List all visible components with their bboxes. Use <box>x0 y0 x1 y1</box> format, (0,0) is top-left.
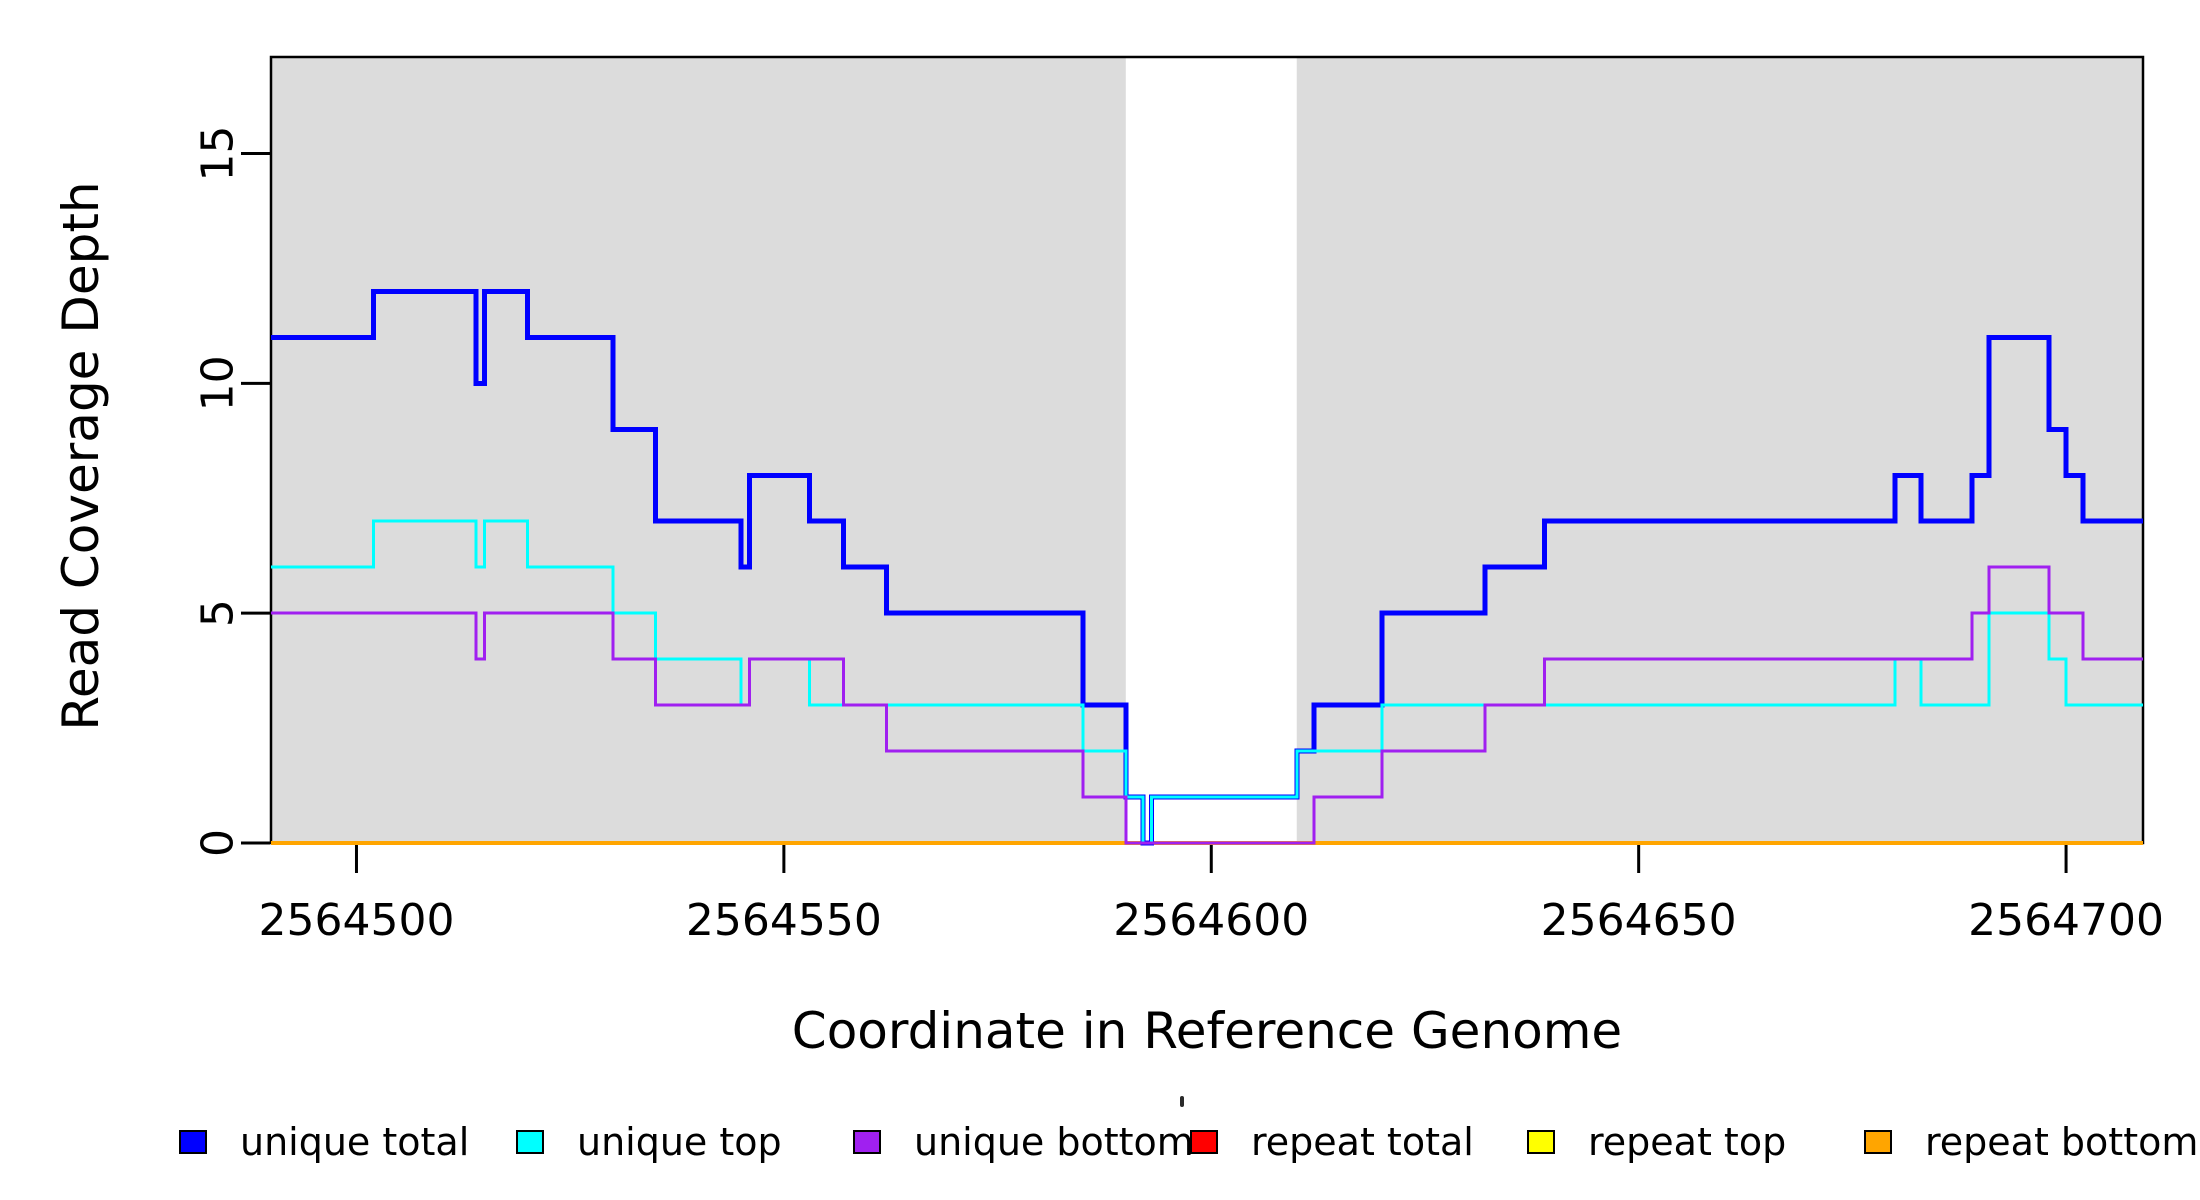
legend-item-repeat-bottom: repeat bottom <box>1864 1112 2198 1172</box>
legend-item-unique-bottom: unique bottom <box>853 1112 1194 1172</box>
legend-item-repeat-top: repeat top <box>1527 1112 1786 1172</box>
shaded-region <box>271 58 1126 842</box>
y-tick-label: 15 <box>193 126 244 182</box>
y-axis-title: Read Coverage Depth <box>52 181 110 731</box>
legend-swatch-unique-total <box>179 1130 207 1154</box>
y-tick-label: 0 <box>193 829 244 857</box>
x-tick-label: 2564650 <box>1541 895 1737 946</box>
x-tick-label: 2564500 <box>258 895 454 946</box>
legend-label: repeat total <box>1251 1120 1474 1164</box>
series-unique-bottom <box>271 565 2143 845</box>
legend-label: unique bottom <box>914 1120 1194 1164</box>
legend-swatch-unique-bottom <box>853 1130 881 1154</box>
legend-label: unique top <box>577 1120 782 1164</box>
legend-swatch-repeat-top <box>1527 1130 1555 1154</box>
legend-item-repeat-total: repeat total <box>1190 1112 1474 1172</box>
x-tick-label: 2564550 <box>686 895 882 946</box>
legend-item-unique-total: unique total <box>179 1112 469 1172</box>
shaded-region <box>1296 58 2143 842</box>
legend-swatch-repeat-total <box>1190 1130 1218 1154</box>
legend-label: unique total <box>240 1120 470 1164</box>
legend-label: repeat bottom <box>1925 1120 2199 1164</box>
y-tick-label: 10 <box>193 355 244 411</box>
x-tick-label: 2564600 <box>1113 895 1309 946</box>
stray-mark <box>1180 1096 1184 1107</box>
series-unique-top <box>271 519 2143 845</box>
legend-item-unique-top: unique top <box>516 1112 782 1172</box>
legend: unique total unique top unique bottom repea… <box>0 1112 2200 1182</box>
y-tick-label: 5 <box>193 599 244 627</box>
x-tick-label: 2564700 <box>1968 895 2164 946</box>
x-axis-title: Coordinate in Reference Genome <box>791 1002 1623 1060</box>
legend-label: repeat top <box>1588 1120 1787 1164</box>
legend-swatch-repeat-bottom <box>1864 1130 1892 1154</box>
legend-swatch-unique-top <box>516 1130 544 1154</box>
